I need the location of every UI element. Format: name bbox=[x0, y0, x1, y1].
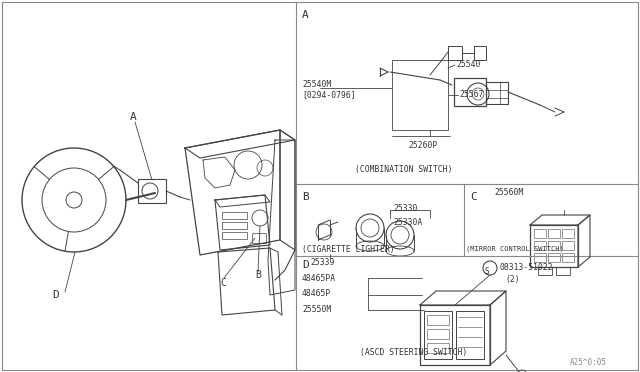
Text: 25260P: 25260P bbox=[408, 141, 437, 150]
Text: C: C bbox=[220, 278, 226, 288]
Text: (MIRROR CONTROL SWITCH): (MIRROR CONTROL SWITCH) bbox=[466, 245, 564, 251]
Text: (ASCD STEERING SWITCH): (ASCD STEERING SWITCH) bbox=[360, 348, 467, 357]
Text: A25^0:05: A25^0:05 bbox=[570, 358, 607, 367]
Text: A: A bbox=[130, 112, 137, 122]
Bar bbox=[448, 46, 462, 60]
Bar bbox=[534, 253, 546, 262]
Bar bbox=[454, 78, 486, 106]
Text: 25339: 25339 bbox=[310, 258, 334, 267]
Text: 25550M: 25550M bbox=[302, 305, 332, 314]
Text: D: D bbox=[52, 290, 59, 300]
Text: 48465P: 48465P bbox=[302, 289, 332, 298]
Bar bbox=[556, 267, 570, 275]
Bar bbox=[427, 329, 449, 339]
Text: B: B bbox=[255, 270, 261, 280]
Bar bbox=[427, 315, 449, 325]
Text: (2): (2) bbox=[505, 275, 520, 284]
Bar bbox=[562, 229, 574, 238]
Bar bbox=[534, 229, 546, 238]
Text: A: A bbox=[302, 10, 308, 20]
Bar bbox=[486, 82, 508, 104]
Bar bbox=[534, 241, 546, 250]
Bar bbox=[222, 222, 247, 229]
Text: 25560M: 25560M bbox=[494, 188, 524, 197]
Text: 25330A: 25330A bbox=[393, 218, 422, 227]
Text: 08313-51022: 08313-51022 bbox=[500, 263, 554, 272]
Bar bbox=[138, 179, 166, 203]
Bar bbox=[456, 311, 484, 359]
Text: (COMBINATION SWITCH): (COMBINATION SWITCH) bbox=[355, 165, 452, 174]
Text: (CIGARETTE LIGHTER): (CIGARETTE LIGHTER) bbox=[302, 245, 395, 254]
Text: 25567: 25567 bbox=[459, 90, 483, 99]
Bar bbox=[420, 305, 490, 365]
Bar bbox=[392, 60, 448, 130]
Bar bbox=[562, 253, 574, 262]
Bar bbox=[474, 46, 486, 60]
Bar bbox=[424, 311, 452, 359]
Text: [0294-0796]: [0294-0796] bbox=[302, 90, 356, 99]
Text: 25330: 25330 bbox=[393, 204, 417, 213]
Text: C: C bbox=[470, 192, 477, 202]
Bar bbox=[538, 267, 552, 275]
Text: B: B bbox=[302, 192, 308, 202]
Text: 25540: 25540 bbox=[456, 60, 481, 69]
Text: D: D bbox=[302, 260, 308, 270]
Bar bbox=[548, 241, 560, 250]
Bar bbox=[548, 253, 560, 262]
Text: 25540M: 25540M bbox=[302, 80, 332, 89]
Bar bbox=[548, 229, 560, 238]
Bar bbox=[562, 241, 574, 250]
Bar bbox=[222, 232, 247, 239]
Text: 48465PA: 48465PA bbox=[302, 274, 336, 283]
Bar bbox=[222, 212, 247, 219]
Bar bbox=[427, 343, 449, 353]
Bar bbox=[252, 233, 266, 243]
Text: S: S bbox=[484, 266, 490, 276]
Bar bbox=[530, 225, 578, 267]
